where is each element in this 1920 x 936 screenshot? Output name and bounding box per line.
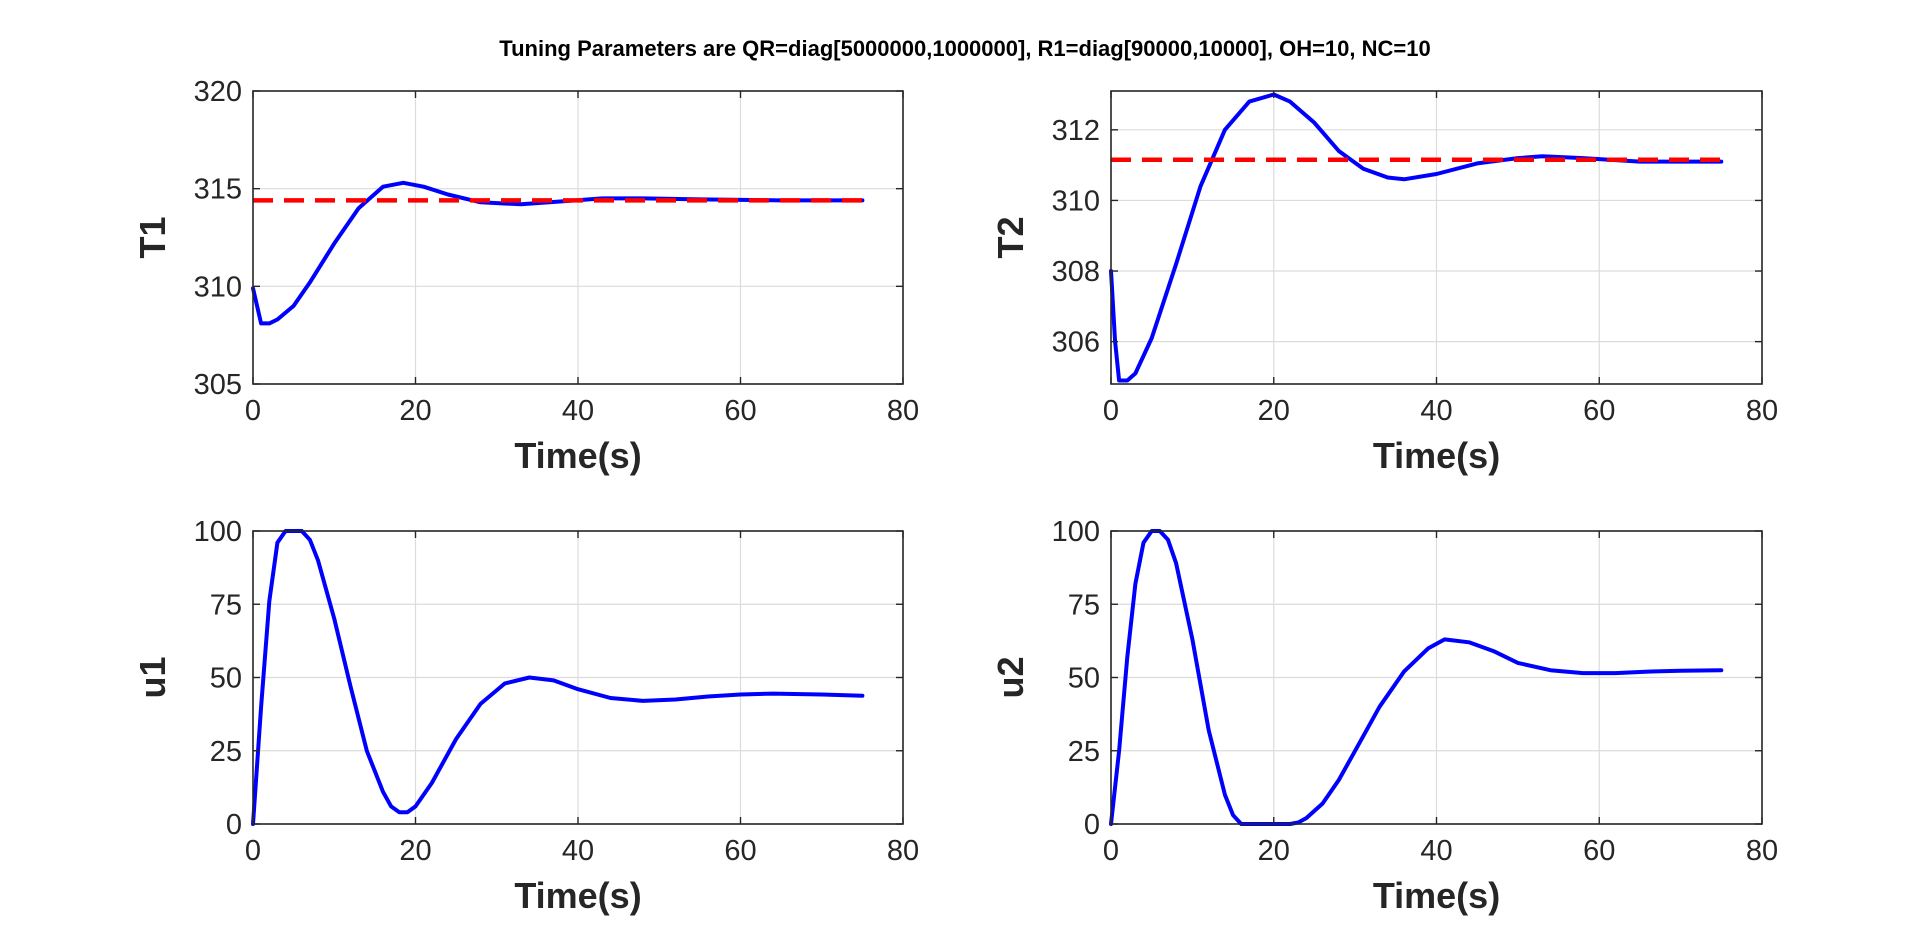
y-tick-label: 305 [194, 369, 242, 401]
y-axis-label: T2 [990, 216, 1031, 258]
y-tick-label: 50 [210, 663, 242, 695]
x-tick-label: 80 [1746, 835, 1778, 867]
x-tick-label: 20 [399, 835, 431, 867]
x-tick-label: 20 [399, 395, 431, 427]
y-tick-label: 310 [194, 271, 242, 303]
x-tick-label: 60 [1583, 835, 1615, 867]
subplot-t1: 0 20 40 60 80 305 310 315 320 Time(s) T1 [132, 76, 919, 476]
y-tick-label: 0 [226, 809, 242, 841]
x-tick-label: 40 [1420, 395, 1452, 427]
figure-title: Tuning Parameters are QR=diag[5000000,10… [499, 36, 1430, 61]
x-tick-label: 20 [1258, 835, 1290, 867]
subplot-grid: 0 20 40 60 80 305 310 315 320 Time(s) T1 0 20 40 60 80 3… [132, 76, 1778, 916]
y-tick-label: 75 [1068, 589, 1100, 621]
x-tick-label: 0 [1103, 835, 1119, 867]
y-tick-label: 308 [1052, 256, 1100, 288]
y-tick-label: 312 [1052, 115, 1100, 147]
x-tick-label: 80 [1746, 395, 1778, 427]
y-tick-label: 50 [1068, 663, 1100, 695]
y-tick-label: 306 [1052, 327, 1100, 359]
y-axis-label: u2 [990, 656, 1031, 698]
x-tick-label: 20 [1258, 395, 1290, 427]
x-tick-label: 80 [887, 395, 919, 427]
y-tick-label: 320 [194, 76, 242, 108]
subplot-t2: 0 20 40 60 80 306 308 310 312 Time(s) T2 [990, 90, 1778, 476]
y-tick-label: 75 [210, 589, 242, 621]
x-tick-label: 40 [562, 835, 594, 867]
y-tick-label: 315 [194, 174, 242, 206]
y-axis-label: T1 [132, 216, 173, 258]
x-tick-label: 80 [887, 835, 919, 867]
y-tick-label: 25 [1068, 736, 1100, 768]
x-axis-label: Time(s) [514, 875, 641, 916]
y-tick-label: 0 [1084, 809, 1100, 841]
y-tick-label: 25 [210, 736, 242, 768]
y-tick-label: 100 [1052, 516, 1100, 548]
y-tick-label: 310 [1052, 185, 1100, 217]
y-tick-label: 100 [194, 516, 242, 548]
x-tick-label: 0 [245, 835, 261, 867]
x-tick-label: 40 [1420, 835, 1452, 867]
subplot-u1: 0 20 40 60 80 0 25 50 75 100 Time(s) u1 [132, 516, 919, 916]
y-axis-label: u1 [132, 656, 173, 698]
x-tick-label: 60 [724, 395, 756, 427]
subplot-u2: 0 20 40 60 80 0 25 50 75 100 Time(s) u2 [990, 516, 1778, 916]
x-tick-label: 60 [724, 835, 756, 867]
x-tick-label: 40 [562, 395, 594, 427]
x-axis-label: Time(s) [1373, 875, 1500, 916]
x-tick-label: 0 [1103, 395, 1119, 427]
x-axis-label: Time(s) [514, 435, 641, 476]
x-tick-label: 0 [245, 395, 261, 427]
x-tick-label: 60 [1583, 395, 1615, 427]
x-axis-label: Time(s) [1373, 435, 1500, 476]
